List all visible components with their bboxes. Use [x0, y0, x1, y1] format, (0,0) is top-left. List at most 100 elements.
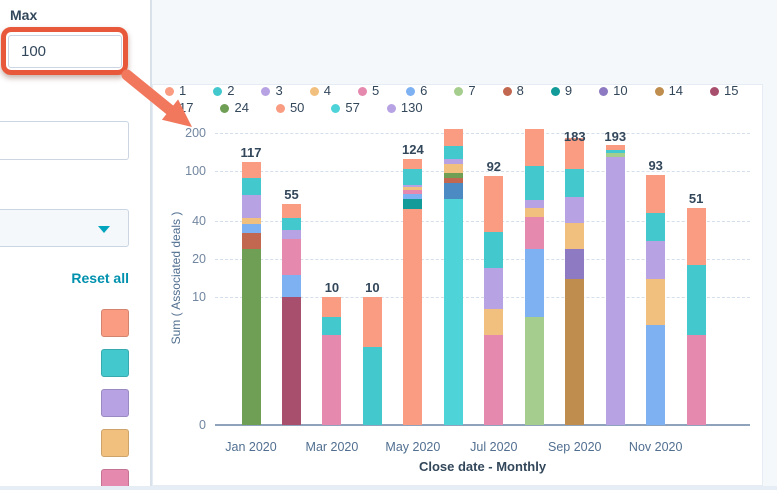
- sidebar-empty-field[interactable]: [0, 121, 129, 160]
- bar-segment-1[interactable]: [322, 297, 342, 317]
- legend-label: 57: [345, 100, 360, 115]
- legend-dot-icon: [220, 103, 230, 113]
- bar-segment-1[interactable]: [403, 159, 423, 170]
- bar-segment-2[interactable]: [362, 347, 382, 425]
- bar-segment-6[interactable]: [241, 223, 261, 234]
- legend-item-14[interactable]: 14: [654, 84, 683, 98]
- bar-segment-4[interactable]: [403, 186, 423, 190]
- bar-segment-1[interactable]: [565, 137, 585, 170]
- bar-segment-1[interactable]: [646, 174, 666, 214]
- bar-segment-3[interactable]: [241, 195, 261, 219]
- bar-segment-2[interactable]: [403, 169, 423, 185]
- bar-segment-4[interactable]: [241, 218, 261, 224]
- legend-dot-icon: [406, 86, 416, 96]
- bar-segment-24[interactable]: [443, 173, 463, 178]
- bar-segment-3[interactable]: [443, 158, 463, 164]
- color-swatch[interactable]: [101, 309, 129, 337]
- bar-segment-2[interactable]: [686, 264, 706, 335]
- bar-segment-4[interactable]: [565, 222, 585, 250]
- bar-segment-1[interactable]: [443, 128, 463, 146]
- color-swatch[interactable]: [101, 349, 129, 377]
- bar-segment-3[interactable]: [524, 199, 544, 208]
- legend-item-1[interactable]: 1: [165, 84, 186, 98]
- bar-segment-2[interactable]: [484, 231, 504, 268]
- bar-segment-2[interactable]: [565, 169, 585, 198]
- bar-segment-7[interactable]: [524, 316, 544, 425]
- bottom-strip: [0, 486, 777, 490]
- color-swatch[interactable]: [101, 429, 129, 457]
- bar-segment-1[interactable]: [484, 175, 504, 232]
- bar-segment-24[interactable]: [241, 249, 261, 425]
- bar-segment-5[interactable]: [403, 189, 423, 194]
- bar-segment-4[interactable]: [646, 278, 666, 325]
- bar-segment-5[interactable]: [322, 334, 342, 425]
- bar-segment-5[interactable]: [484, 334, 504, 425]
- y-axis-tick-label: 10: [192, 290, 206, 304]
- bar-segment-1[interactable]: [281, 203, 301, 219]
- legend-item-17[interactable]: 17: [165, 101, 193, 115]
- color-swatch[interactable]: [101, 389, 129, 417]
- legend-item-24[interactable]: 24: [220, 101, 249, 115]
- bar-segment-1[interactable]: [524, 128, 544, 166]
- bar-segment-1[interactable]: [686, 207, 706, 265]
- bar-segment-8[interactable]: [241, 233, 261, 250]
- bar-segment-2[interactable]: [646, 213, 666, 241]
- legend-item-9[interactable]: 9: [550, 84, 572, 98]
- bar-segment-50[interactable]: [403, 208, 423, 425]
- bar-segment-6[interactable]: [281, 274, 301, 297]
- bar-segment-8[interactable]: [443, 177, 463, 184]
- bar-segment-2[interactable]: [241, 177, 261, 196]
- bar-segment-6[interactable]: [403, 193, 423, 199]
- legend-item-3[interactable]: 3: [261, 84, 283, 98]
- bar-segment-3[interactable]: [646, 240, 666, 279]
- legend-item-50[interactable]: 50: [275, 101, 304, 115]
- bar-segment-1[interactable]: [605, 144, 625, 150]
- bar-segment-4[interactable]: [484, 309, 504, 335]
- bar-segment-5[interactable]: [281, 238, 301, 275]
- bar-segment-57[interactable]: [443, 198, 463, 425]
- legend-item-5[interactable]: 5: [357, 84, 379, 98]
- bar-total-label: 51: [688, 190, 704, 206]
- legend-item-8[interactable]: 8: [502, 84, 524, 98]
- bar-segment-4[interactable]: [524, 207, 544, 218]
- legend-item-7[interactable]: 7: [454, 83, 476, 98]
- legend-label: 7: [468, 83, 476, 98]
- legend-item-10[interactable]: 10: [599, 84, 628, 98]
- bar-segment-6[interactable]: [646, 324, 666, 425]
- bar-segment-1[interactable]: [362, 297, 382, 348]
- bar-segment-5[interactable]: [686, 334, 706, 425]
- legend-item-130[interactable]: 130: [386, 101, 423, 115]
- bar-segment-2[interactable]: [443, 145, 463, 159]
- bar-total-label: 117: [240, 145, 262, 161]
- bar-segment-3[interactable]: [565, 197, 585, 223]
- legend-item-15[interactable]: 15: [710, 84, 739, 98]
- bar-segment-14[interactable]: [565, 278, 585, 425]
- legend-dot-icon: [165, 86, 174, 96]
- bar-segment-6[interactable]: [524, 249, 544, 317]
- bar-segment-130[interactable]: [605, 156, 625, 425]
- max-input[interactable]: [8, 35, 122, 68]
- bar-segment-5[interactable]: [524, 217, 544, 250]
- bar-segment-3[interactable]: [403, 184, 423, 187]
- sidebar-dropdown[interactable]: [0, 209, 129, 247]
- bar-segment-7[interactable]: [605, 152, 625, 157]
- bar-total-label: 92: [486, 158, 502, 174]
- bar-segment-2[interactable]: [281, 218, 301, 231]
- bar-segment-17[interactable]: [443, 183, 463, 199]
- bar-segment-4[interactable]: [443, 163, 463, 174]
- legend-item-2[interactable]: 2: [213, 84, 234, 98]
- bar-segment-15[interactable]: [281, 297, 301, 425]
- bar-segment-10[interactable]: [565, 249, 585, 279]
- reset-all-link[interactable]: Reset all: [71, 270, 129, 286]
- bar-segment-3[interactable]: [281, 230, 301, 239]
- bar-segment-2[interactable]: [524, 165, 544, 200]
- bar-segment-2[interactable]: [605, 149, 625, 153]
- legend-item-4[interactable]: 4: [309, 84, 331, 98]
- legend-item-6[interactable]: 6: [406, 84, 427, 98]
- legend-item-57[interactable]: 57: [331, 100, 360, 115]
- color-swatch[interactable]: [101, 469, 129, 490]
- bar-segment-9[interactable]: [403, 198, 423, 209]
- bar-segment-3[interactable]: [484, 267, 504, 310]
- bar-segment-2[interactable]: [322, 316, 342, 335]
- bar-segment-1[interactable]: [241, 162, 261, 178]
